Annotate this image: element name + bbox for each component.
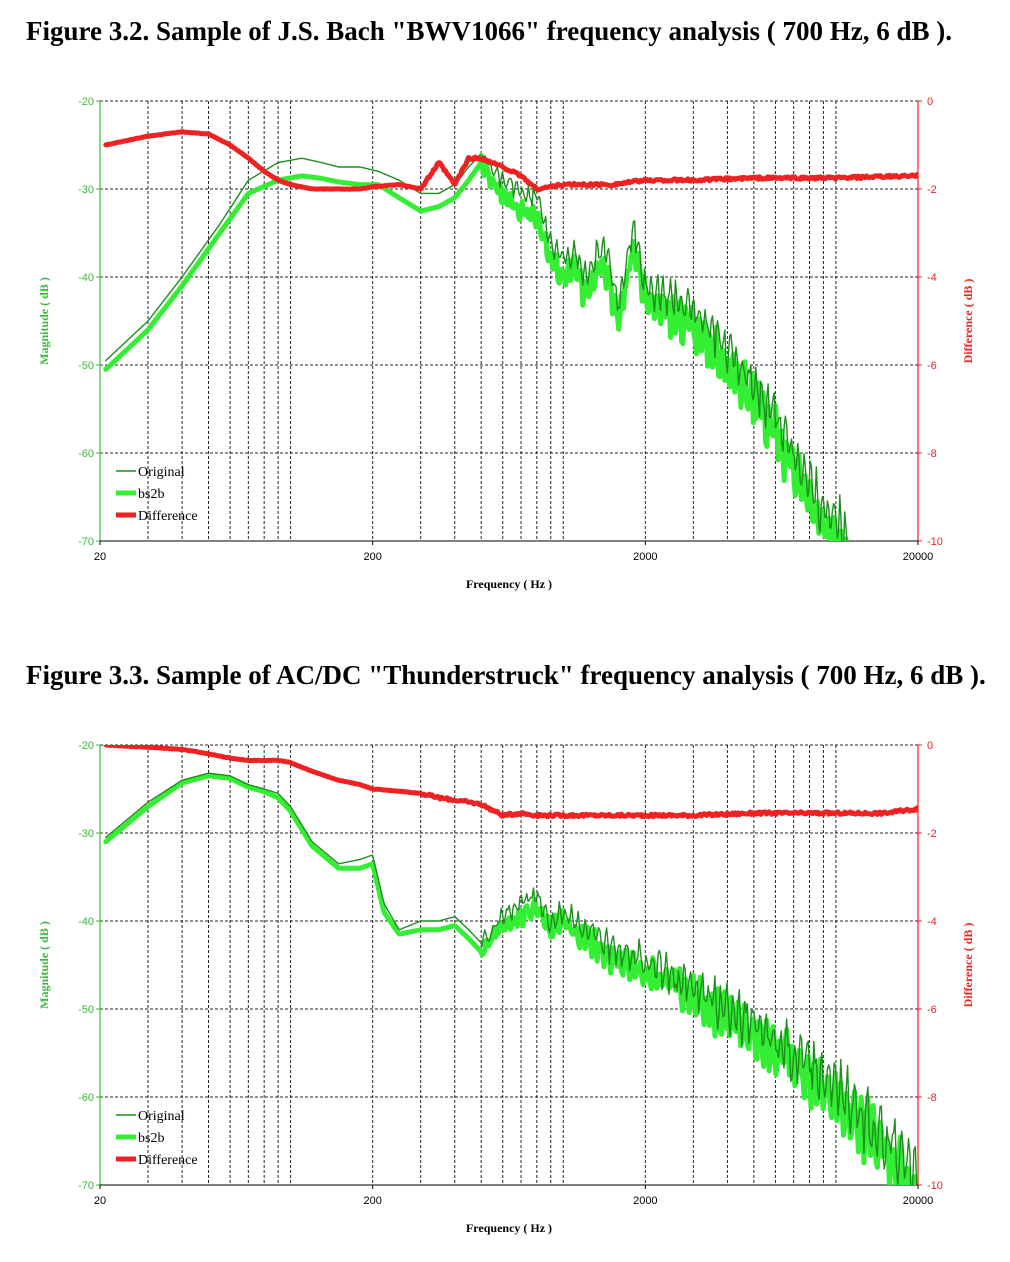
y-tick-label: -50 bbox=[78, 1004, 94, 1016]
series-group bbox=[103, 745, 918, 1185]
y2-tick-label: -10 bbox=[927, 536, 943, 548]
legend-label: bs2b bbox=[138, 1131, 164, 1146]
y2-axis-title: Difference ( dB ) bbox=[961, 923, 975, 1008]
x-tick-label: 20000 bbox=[903, 1195, 934, 1207]
y2-tick-label: -6 bbox=[927, 360, 937, 372]
y-tick-label: -60 bbox=[78, 1092, 94, 1104]
legend-label: Difference bbox=[138, 1153, 198, 1168]
frequency-chart: -20 -30 -40 -50 -60 -70 0 -2 -4 -6 -8 -10 20 200 2000 2… bbox=[37, 96, 975, 591]
y2-tick-label: -2 bbox=[927, 184, 937, 196]
series-line-difference bbox=[103, 129, 918, 193]
y2-tick-label: -4 bbox=[927, 916, 937, 928]
grid bbox=[100, 100, 918, 542]
y-tick-label: -50 bbox=[78, 360, 94, 372]
legend: Original bs2b Difference bbox=[116, 465, 198, 524]
x-axis-title: Frequency ( Hz ) bbox=[466, 577, 552, 591]
series-line-bs2b bbox=[103, 773, 918, 1185]
y2-tick-label: -8 bbox=[927, 448, 937, 460]
y-tick-label: -20 bbox=[78, 96, 94, 108]
series-line-original bbox=[105, 154, 848, 541]
x-tick-label: 20 bbox=[94, 1195, 106, 1207]
frequency-chart: -20 -30 -40 -50 -60 -70 0 -2 -4 -6 -8 -10 20 200 2000 2… bbox=[37, 740, 975, 1235]
y-tick-label: -20 bbox=[78, 740, 94, 752]
x-tick-label: 2000 bbox=[633, 1195, 657, 1207]
y-tick-label: -40 bbox=[78, 916, 94, 928]
y2-tick-label: -6 bbox=[927, 1004, 937, 1016]
y-axis-title: Magnitude ( dB ) bbox=[37, 277, 51, 365]
legend: Original bs2b Difference bbox=[116, 1109, 198, 1168]
x-tick-label: 2000 bbox=[633, 551, 657, 563]
series-line-original bbox=[105, 772, 918, 1185]
x-tick-label: 200 bbox=[363, 1195, 381, 1207]
y-tick-label: -30 bbox=[78, 828, 94, 840]
series-line-difference bbox=[103, 745, 918, 820]
series-line-bs2b bbox=[103, 152, 849, 541]
legend-label: bs2b bbox=[138, 487, 164, 502]
y-tick-label: -60 bbox=[78, 448, 94, 460]
legend-label: Original bbox=[138, 465, 185, 480]
y-axis-title: Magnitude ( dB ) bbox=[37, 921, 51, 1009]
y-tick-label: -30 bbox=[78, 184, 94, 196]
figure-caption: Figure 3.3. Sample of AC/DC "Thunderstru… bbox=[26, 660, 986, 690]
x-tick-label: 20 bbox=[94, 551, 106, 563]
y2-tick-label: 0 bbox=[927, 96, 933, 108]
x-axis-title: Frequency ( Hz ) bbox=[466, 1221, 552, 1235]
y2-axis-title: Difference ( dB ) bbox=[961, 279, 975, 364]
y2-tick-label: -4 bbox=[927, 272, 937, 284]
legend-label: Difference bbox=[138, 509, 198, 524]
x-tick-label: 20000 bbox=[903, 551, 934, 563]
legend-label: Original bbox=[138, 1109, 185, 1124]
y-tick-label: -70 bbox=[78, 536, 94, 548]
y2-tick-label: -10 bbox=[927, 1180, 943, 1192]
y-tick-label: -70 bbox=[78, 1180, 94, 1192]
figure-caption: Figure 3.2. Sample of J.S. Bach "BWV1066… bbox=[26, 16, 953, 46]
y2-tick-label: 0 bbox=[927, 740, 933, 752]
y2-tick-label: -8 bbox=[927, 1092, 937, 1104]
y2-tick-label: -2 bbox=[927, 828, 937, 840]
series-group bbox=[103, 129, 918, 541]
x-tick-label: 200 bbox=[363, 551, 381, 563]
y-tick-label: -40 bbox=[78, 272, 94, 284]
